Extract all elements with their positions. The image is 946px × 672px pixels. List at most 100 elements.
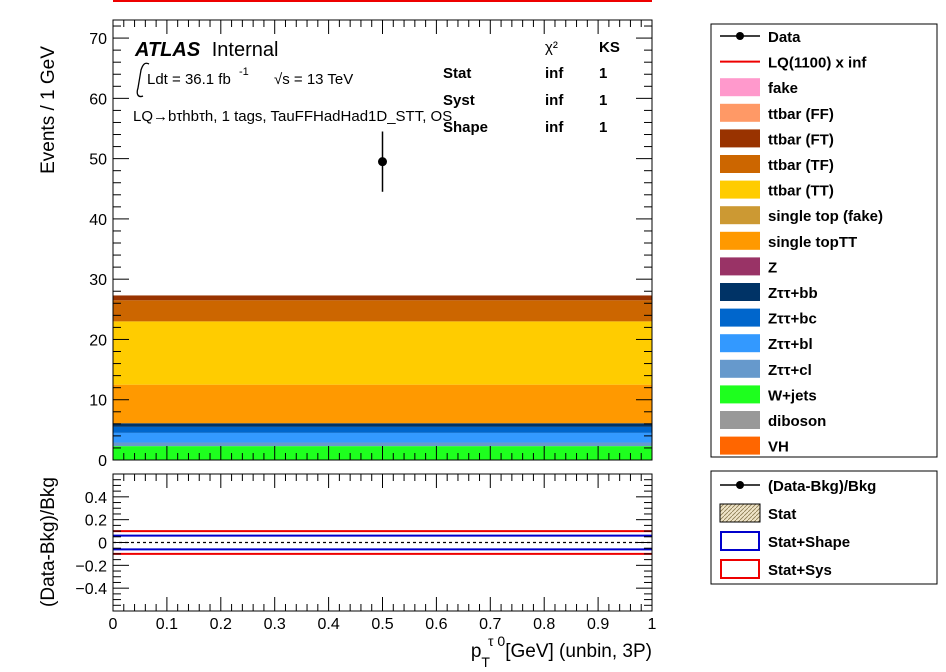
- y-tick-label: 30: [89, 272, 107, 289]
- ratio-plot-panel: −0.4 −0.2 0 0.2 0.4 0 0.1 0.2 0.3 0.4 0.5 0.6 0.7 0.…: [38, 473, 657, 670]
- legend-color-swatch: [720, 129, 760, 148]
- legend-marker-dot: [736, 32, 744, 40]
- stats-row-syst: Syst inf 1: [443, 92, 607, 109]
- ratio-y-axis-label: (Data-Bkg)/Bkg: [38, 477, 59, 607]
- x-tick-label: 0.5: [371, 616, 393, 633]
- stack-component: [113, 384, 652, 424]
- legend-entry-label: Zττ+bl: [768, 336, 813, 353]
- stack-component: [113, 300, 652, 322]
- legend-color-swatch: [720, 257, 760, 276]
- internal-label: Internal: [212, 39, 279, 61]
- y-tick-label: 50: [89, 152, 107, 169]
- energy-text: √s = 13 TeV: [274, 71, 353, 88]
- legend-entry-label: Stat+Shape: [768, 534, 850, 551]
- ratio-y-tick-label: 0.4: [85, 490, 107, 507]
- stats-row-chi2: inf: [545, 65, 564, 82]
- chi2-header: χ²: [545, 39, 558, 56]
- stack-component: [113, 295, 652, 301]
- legend-entry-label: single topTT: [768, 234, 857, 251]
- main-plot-panel: 0 10 20 30 40 50 60 70 Events / 1 GeV ATLAS Int…: [38, 0, 653, 470]
- stack-component: [113, 321, 652, 385]
- legend-entry-label: LQ(1100) x inf: [768, 55, 867, 72]
- legend-entry-label: (Data-Bkg)/Bkg: [768, 478, 876, 495]
- stats-row-chi2: inf: [545, 92, 564, 109]
- stats-row-name: Syst: [443, 92, 475, 109]
- x-tick-label: 0.6: [425, 616, 447, 633]
- data-points: [378, 131, 387, 192]
- legend-color-swatch: [720, 359, 760, 378]
- svg-text:ATLAS Internal: ATLAS Internal: [134, 39, 278, 61]
- main-y-axis: 0 10 20 30 40 50 60 70: [89, 25, 652, 470]
- legend-color-swatch: [720, 206, 760, 225]
- stack-component: [113, 426, 652, 433]
- legend-color-swatch: [720, 436, 760, 455]
- stats-row-chi2: inf: [545, 119, 564, 136]
- legend-marker-dot: [736, 481, 744, 489]
- lumi-text: Ldt = 36.1 fb: [147, 71, 231, 88]
- stats-row-ks: 1: [599, 119, 607, 136]
- legend-hatch-swatch: [719, 503, 761, 523]
- x-tick-label: 0.9: [587, 616, 609, 633]
- channel-text: LQ→bτhbτh, 1 tags, TauFFHadHad1D_STT, OS: [133, 108, 452, 125]
- ratio-y-tick-label: −0.2: [75, 558, 107, 575]
- stats-row-ks: 1: [599, 65, 607, 82]
- x-axis-label-sub: T: [481, 654, 490, 670]
- ks-header: KS: [599, 39, 620, 56]
- x-tick-label: 0.8: [533, 616, 555, 633]
- legend-color-swatch: [720, 283, 760, 301]
- y-tick-label: 20: [89, 332, 107, 349]
- main-x-axis: [112, 20, 653, 460]
- stats-row-name: Stat: [443, 65, 471, 82]
- x-tick-label: 0.4: [317, 616, 339, 633]
- legend-entry-label: diboson: [768, 413, 826, 430]
- legend-entry-label: Data: [768, 29, 801, 46]
- legend-color-swatch: [720, 308, 760, 327]
- x-tick-label: 1: [648, 616, 657, 633]
- legend-entry-label: ttbar (TT): [768, 183, 834, 200]
- x-axis-label: pTτ 0[GeV] (unbin, 3P): [471, 633, 652, 670]
- legend-color-swatch: [720, 385, 760, 404]
- legend-entry-label: ttbar (FT): [768, 131, 834, 148]
- legend-color-swatch: [720, 411, 760, 429]
- legend-color-swatch: [720, 180, 760, 199]
- stats-row-stat: Stat inf 1: [443, 65, 607, 82]
- legend-color-swatch: [720, 78, 760, 97]
- background-stack: [113, 295, 652, 460]
- legend-entry-label: ttbar (TF): [768, 157, 834, 174]
- stats-row-name: Shape: [443, 119, 488, 136]
- legend-ratio-frame: [710, 470, 938, 585]
- x-tick-label: 0.7: [479, 616, 501, 633]
- legend-entry-label: VH: [768, 439, 789, 456]
- stats-row-shape: Shape inf 1: [443, 119, 607, 136]
- ratio-y-axis: −0.4 −0.2 0 0.2 0.4: [75, 473, 652, 612]
- x-axis-label-rest: [GeV] (unbin, 3P): [505, 641, 652, 662]
- x-axis-label-sup: τ 0: [488, 633, 505, 649]
- legend-color-swatch: [720, 155, 760, 173]
- x-axis-label-main: p: [471, 641, 482, 662]
- stack-component: [113, 442, 652, 447]
- legend-color-swatch: [720, 231, 760, 250]
- svg-text:Ldt = 36.1 fb -1: Ldt = 36.1 fb -1: [147, 66, 249, 88]
- y-tick-label: 10: [89, 393, 107, 410]
- data-point: [378, 157, 387, 167]
- integral-sign-icon: [136, 62, 150, 98]
- main-y-axis-label: Events / 1 GeV: [38, 46, 59, 174]
- legend-entry-label: Stat+Sys: [768, 562, 832, 579]
- x-tick-label: 0: [109, 616, 118, 633]
- legend-entry-label: single top (fake): [768, 208, 883, 225]
- legend-main: Data LQ(1100) x inf fake ttbar (FF) ttbar (F…: [710, 23, 938, 458]
- ratio-y-tick-label: 0.2: [85, 513, 107, 530]
- legend-entry-label: Zττ+bc: [768, 311, 817, 328]
- ratio-y-tick-label: 0: [98, 536, 107, 553]
- legend-entry-label: Zττ+cl: [768, 362, 812, 379]
- legend-color-swatch: [720, 103, 760, 122]
- legend-entry-label: Stat: [768, 506, 796, 523]
- legend-entry-label: Z: [768, 259, 777, 276]
- legend-color-swatch: [720, 334, 760, 353]
- y-tick-label: 0: [98, 453, 107, 470]
- y-tick-label: 40: [89, 212, 107, 229]
- ratio-bands: [113, 530, 652, 555]
- stack-component: [113, 432, 652, 443]
- legend-ratio: (Data-Bkg)/Bkg Stat Stat+Shape Stat+Sys: [710, 470, 938, 585]
